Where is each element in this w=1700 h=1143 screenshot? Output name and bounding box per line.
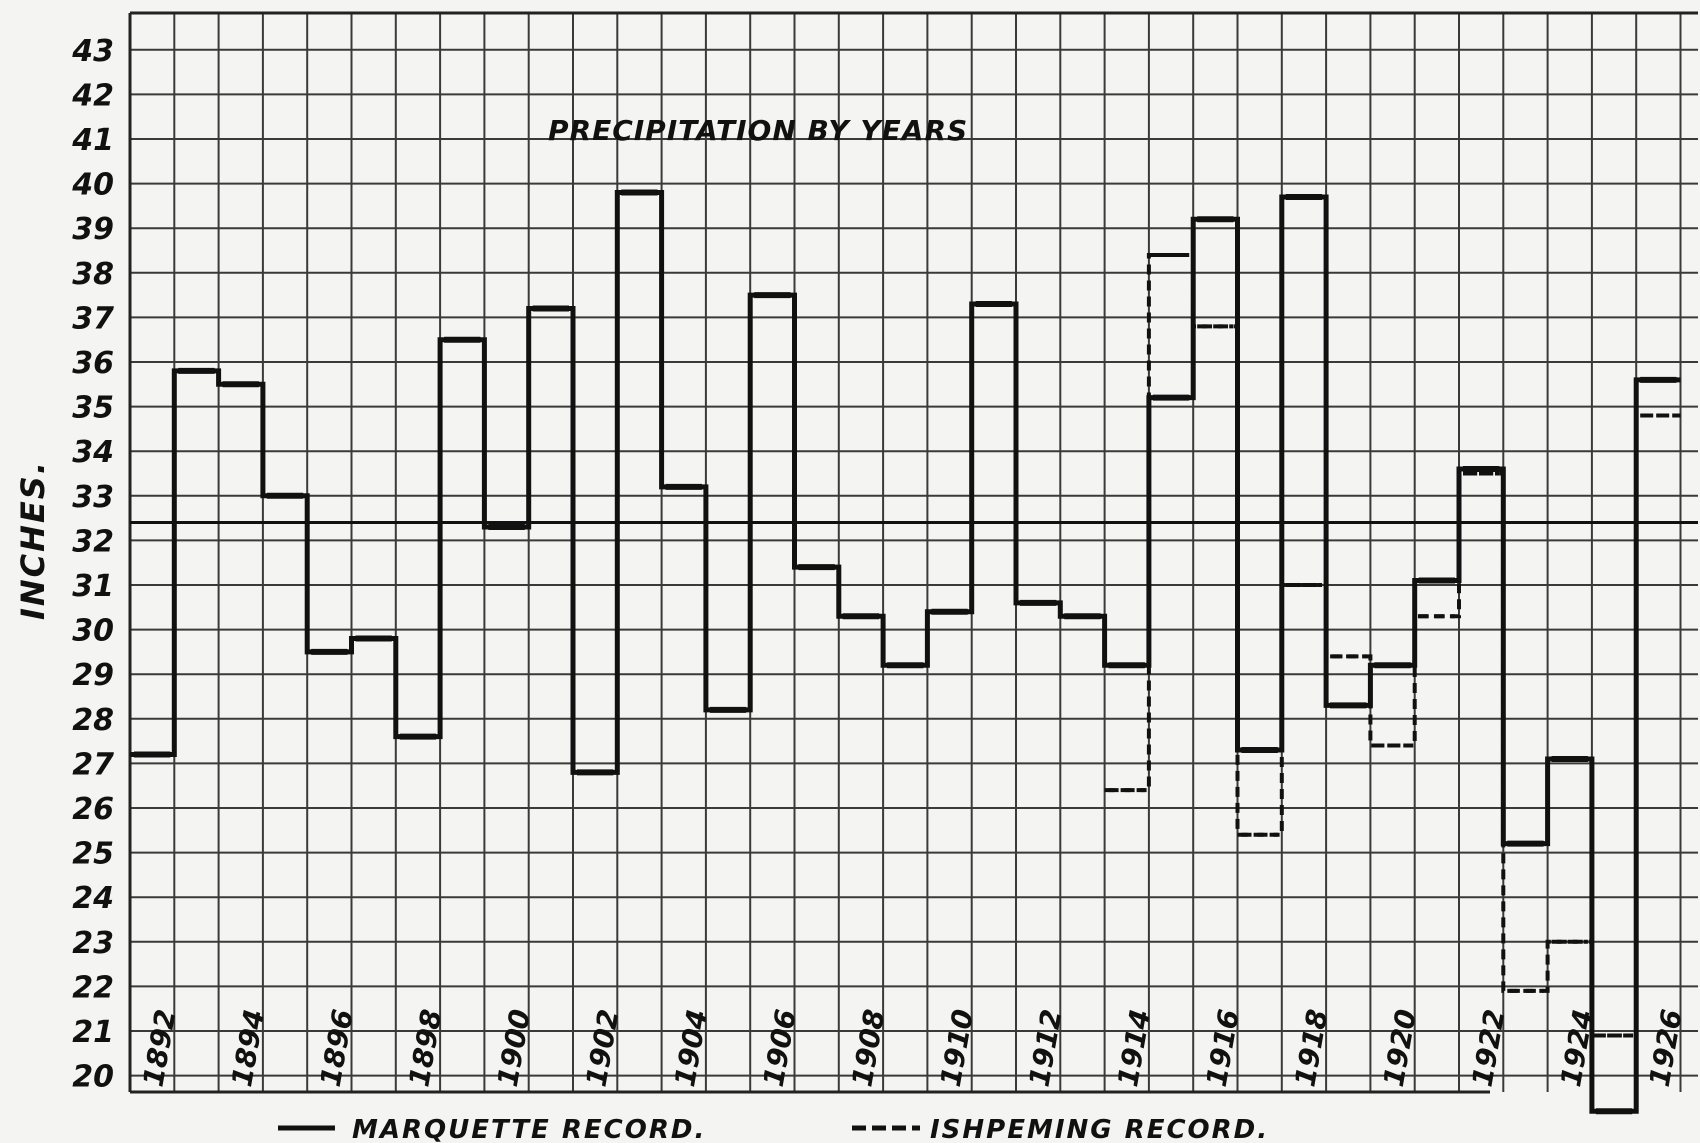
legend-label-ishpeming: ISHPEMING RECORD. [930, 1115, 1269, 1143]
y-tick-label: 35 [72, 391, 114, 426]
y-tick-label: 31 [72, 569, 114, 604]
y-tick-label: 43 [71, 34, 114, 69]
y-axis-label: INCHES. [14, 460, 52, 620]
y-tick-label: 28 [72, 703, 114, 738]
y-tick-label: 40 [71, 168, 114, 203]
series-group [130, 189, 1681, 1115]
y-tick-label: 27 [72, 747, 114, 782]
y-tick-label: 37 [72, 301, 114, 336]
legend-label-marquette: MARQUETTE RECORD. [352, 1115, 706, 1143]
y-tick-label: 20 [72, 1060, 114, 1095]
y-tick-label: 34 [72, 435, 114, 470]
y-tick-label: 38 [72, 257, 114, 292]
y-tick-label: 29 [72, 658, 114, 693]
y-tick-label: 42 [71, 78, 114, 113]
y-tick-label: 22 [72, 970, 114, 1005]
chart-title: PRECIPITATION BY YEARS [548, 114, 968, 147]
y-tick-label: 39 [72, 212, 114, 247]
y-tick-label: 41 [71, 123, 114, 158]
y-tick-label: 33 [72, 480, 114, 515]
y-axis-ticks: 20 21 22 23 24 25 26 27 28 29 30 31 32 33 34 35 36 37 38 39… [71, 34, 114, 1095]
y-tick-label: 32 [72, 524, 114, 559]
y-tick-label: 23 [72, 926, 114, 961]
series-ishpeming [1104, 252, 1681, 1038]
y-tick-label: 36 [72, 346, 114, 381]
y-tick-label: 24 [72, 881, 114, 916]
legend: MARQUETTE RECORD. ISHPEMING RECORD. [278, 1115, 1269, 1143]
y-tick-label: 25 [72, 837, 114, 872]
y-tick-label: 26 [72, 792, 114, 827]
y-tick-label: 21 [72, 1015, 114, 1050]
y-tick-label: 30 [72, 614, 114, 649]
